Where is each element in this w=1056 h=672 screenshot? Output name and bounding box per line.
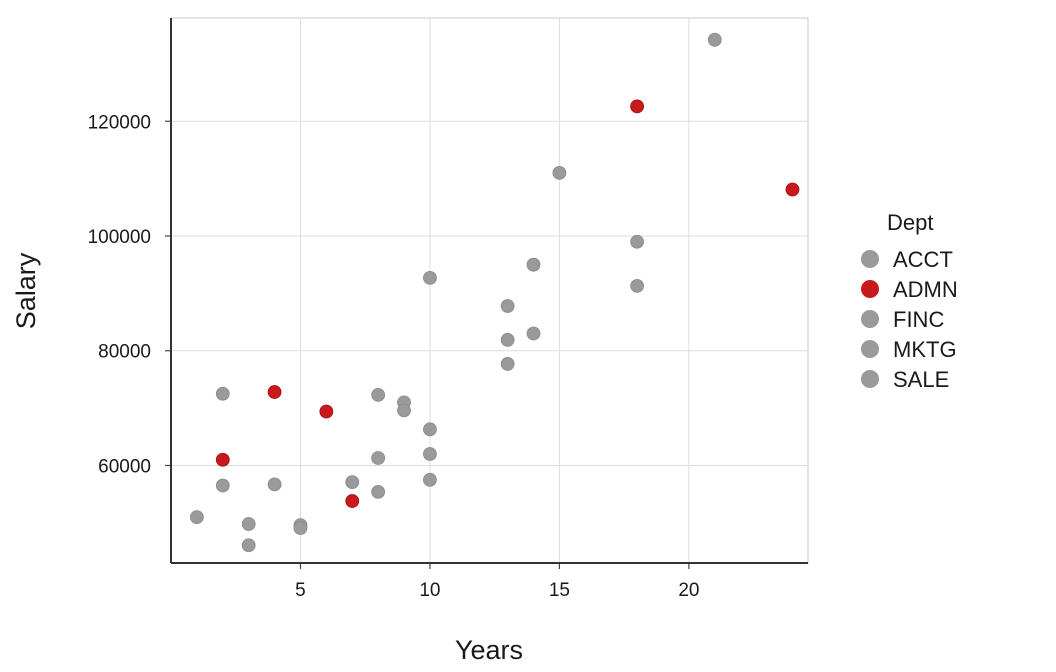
x-tick-label: 5 (295, 580, 306, 601)
legend-marker (861, 310, 879, 328)
data-point (500, 299, 515, 313)
data-point (526, 326, 541, 341)
data-point (241, 517, 256, 531)
axes (165, 18, 808, 569)
data-point (500, 357, 515, 371)
data-point (267, 477, 282, 492)
legend-label: MKTG (893, 337, 957, 362)
data-point-admn (345, 494, 360, 508)
data-point (526, 257, 541, 272)
legend-label: ADMN (893, 277, 958, 302)
data-point (189, 510, 204, 525)
data-point-admn (215, 452, 230, 467)
data-point-admn (267, 385, 282, 399)
data-point (345, 475, 360, 490)
data-point (423, 472, 437, 487)
y-tick-label: 80000 (98, 342, 151, 363)
x-tick-label: 10 (419, 580, 440, 601)
data-point (371, 484, 386, 499)
data-point (397, 403, 411, 418)
grid-lines (170, 17, 809, 564)
data-point (371, 388, 386, 402)
y-axis-title: Salary (11, 252, 41, 329)
data-points (189, 32, 800, 553)
plot-frame (170, 17, 809, 564)
legend-label: FINC (893, 307, 944, 332)
data-point-admn (319, 404, 334, 419)
y-tick-label: 100000 (88, 227, 151, 248)
legend-marker (861, 370, 879, 388)
data-point (371, 451, 386, 465)
data-point (500, 332, 515, 347)
legend-marker (861, 340, 879, 358)
data-point (293, 521, 308, 535)
data-point-admn (785, 182, 800, 197)
y-tick-label: 120000 (88, 112, 151, 133)
y-tick-label: 60000 (98, 456, 151, 477)
x-tick-label: 15 (549, 580, 570, 601)
data-point (552, 165, 567, 180)
legend-marker (861, 280, 879, 298)
x-axis-title: Years (455, 635, 523, 665)
data-point (215, 478, 230, 493)
legend-label: ACCT (893, 247, 953, 272)
data-point (241, 538, 256, 553)
legend-marker (861, 250, 879, 268)
data-point (423, 270, 437, 285)
data-point (215, 386, 230, 401)
data-point (707, 32, 722, 47)
data-point (630, 279, 644, 293)
data-point (630, 234, 644, 249)
legend-label: SALE (893, 367, 949, 392)
data-point-admn (630, 99, 644, 114)
legend: Dept ACCT ADMN FINC MKTG SALE (861, 210, 958, 392)
data-point (423, 422, 437, 437)
legend-title: Dept (887, 210, 933, 235)
x-tick-label: 20 (678, 580, 699, 601)
data-point (423, 447, 437, 461)
tick-labels: 5 10 15 20 60000 80000 100000 120000 (88, 112, 700, 601)
